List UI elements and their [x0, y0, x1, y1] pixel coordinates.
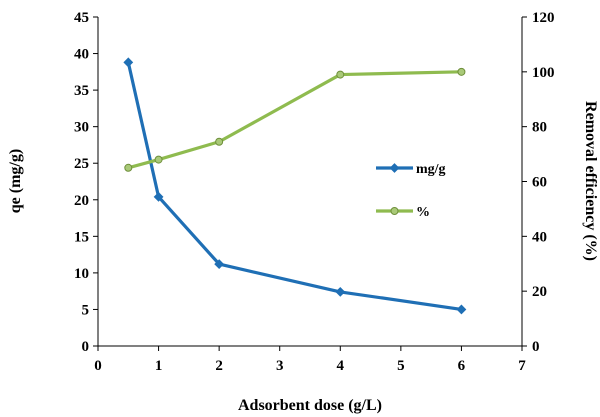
- x-axis-title: Adsorbent dose (g/L): [238, 397, 382, 414]
- y2-axis-title: Removal efficiency (%): [582, 101, 599, 261]
- y-tick-label: 15: [74, 229, 89, 245]
- data-point: [123, 57, 134, 68]
- y-tick-label: 25: [74, 156, 89, 172]
- axes: 0 1 2 3 4 5 6 705101520253035404502040608010012…: [74, 10, 555, 374]
- data-point: [215, 137, 224, 146]
- y-tick-label: 5: [82, 302, 90, 318]
- y2-tick-label: 0: [532, 339, 540, 355]
- y2-tick-label: 40: [532, 229, 547, 245]
- legend-item: mg/g: [376, 162, 446, 177]
- data-point: [336, 70, 345, 79]
- x-tick-label: 5: [397, 358, 405, 374]
- y-tick-label: 20: [74, 193, 89, 209]
- y2-tick-label: 20: [532, 284, 547, 300]
- y-tick-label: 0: [82, 339, 90, 355]
- y2-tick-label: 60: [532, 175, 547, 191]
- y-tick-label: 40: [74, 47, 89, 63]
- x-tick-label: 0: [94, 358, 102, 374]
- y2-tick-label: 120: [532, 10, 555, 26]
- y-tick-label: 30: [74, 120, 89, 136]
- x-tick-label: 2: [215, 358, 223, 374]
- data-point: [390, 207, 399, 215]
- data-point: [153, 191, 164, 202]
- x-tick-label: 1: [155, 358, 163, 374]
- y-axis-title: qe (mg/g): [7, 149, 24, 213]
- x-tick-label: 6: [458, 358, 466, 374]
- legend-label: %: [416, 205, 430, 220]
- data-point: [457, 67, 466, 76]
- data-point: [335, 286, 346, 297]
- legend-label: mg/g: [416, 162, 446, 177]
- legend: mg/g%: [376, 162, 446, 220]
- x-tick-label: 3: [276, 358, 284, 374]
- data-point: [389, 163, 400, 173]
- x-tick-label: 7: [518, 358, 526, 374]
- data-point: [154, 155, 163, 164]
- y2-tick-label: 80: [532, 120, 547, 136]
- legend-item: %: [376, 205, 430, 220]
- data-point: [456, 304, 467, 315]
- series-layer: [123, 57, 467, 315]
- y2-tick-label: 100: [532, 65, 555, 81]
- y-tick-label: 35: [74, 83, 89, 99]
- x-tick-label: 4: [337, 358, 345, 374]
- series-line-removal-efficiency: [127, 70, 462, 170]
- data-point: [214, 259, 225, 270]
- y-tick-label: 45: [74, 10, 89, 26]
- y-tick-label: 10: [74, 266, 89, 282]
- data-point: [124, 163, 133, 172]
